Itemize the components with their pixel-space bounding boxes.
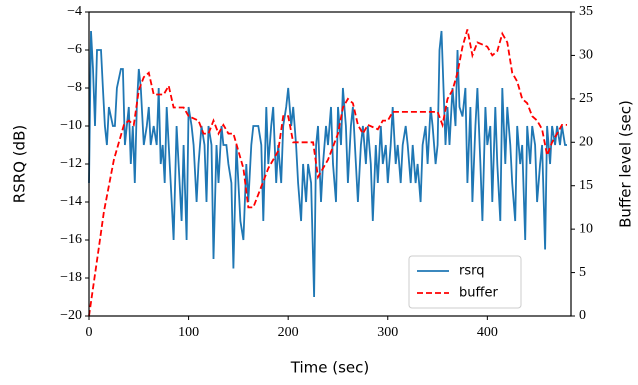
y-tick-label: −16: [60, 232, 82, 247]
legend-label: rsrq: [459, 264, 485, 279]
y2-axis-label: Buffer level (sec): [617, 100, 635, 228]
x-tick-label: 200: [278, 325, 299, 340]
y2-tick-label: 0: [579, 308, 586, 323]
y-tick-label: −10: [60, 118, 82, 133]
y-tick-label: −18: [60, 270, 82, 285]
x-tick-label: 400: [477, 325, 498, 340]
y2-tick-label: 35: [579, 4, 593, 19]
y2-tick-label: 5: [579, 265, 586, 280]
y-tick-label: −8: [67, 80, 82, 95]
legend-box: [408, 255, 522, 309]
x-tick-label: 300: [377, 325, 398, 340]
y2-tick-label: 15: [579, 178, 593, 193]
y2-tick-label: 10: [579, 221, 593, 236]
series-line: [88, 29, 567, 317]
y2-tick-label: 20: [579, 135, 593, 150]
y-axis-label: RSRQ (dB): [11, 125, 29, 203]
y-tick-label: −20: [60, 308, 82, 323]
y-tick-label: −6: [67, 42, 82, 57]
y-tick-label: −4: [67, 4, 82, 19]
legend-label: buffer: [459, 286, 498, 301]
x-tick-label: 100: [178, 325, 199, 340]
y2-tick-label: 30: [579, 48, 593, 63]
y-tick-label: −14: [60, 194, 82, 209]
series-line: [88, 30, 567, 298]
y-tick-label: −12: [60, 156, 82, 171]
x-tick-label: 0: [86, 325, 93, 340]
y2-tick-label: 25: [579, 91, 593, 106]
x-axis-label: Time (sec): [290, 359, 369, 377]
plot-frame: [88, 11, 572, 317]
